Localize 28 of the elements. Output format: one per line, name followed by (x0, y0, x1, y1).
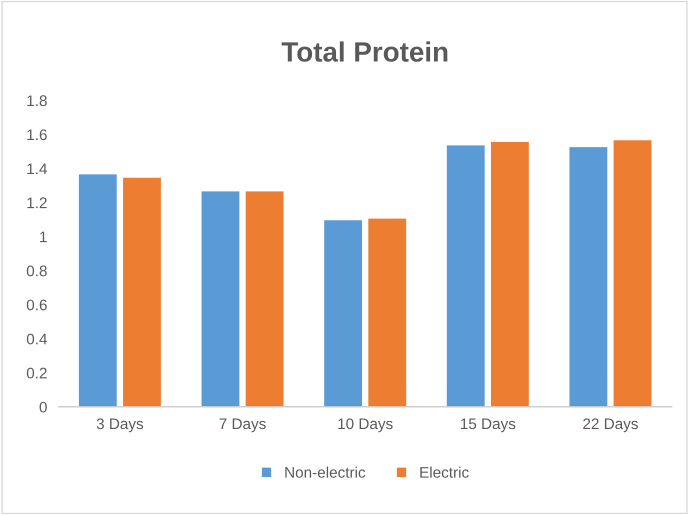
y-tick-label: 1.2 (27, 197, 47, 208)
bar (366, 217, 408, 407)
bar (445, 144, 486, 407)
bar (568, 146, 609, 407)
bar (244, 190, 285, 407)
bar (490, 140, 530, 407)
chart-title: Total Protein (282, 41, 448, 62)
x-tick-label: 15 Days (460, 418, 516, 432)
y-tick-label: 1.6 (27, 129, 47, 140)
y-tick-label: 1.8 (27, 95, 47, 106)
y-tick-label: 1 (40, 232, 47, 242)
bar (77, 172, 118, 407)
legend-label: Non-electric (285, 466, 366, 478)
y-tick-label: 0 (40, 402, 47, 413)
y-tick-label: 0.8 (26, 266, 47, 276)
bar (322, 218, 364, 407)
y-tick-label: 0.6 (26, 300, 47, 310)
x-tick-label: 7 Days (220, 418, 266, 432)
y-tick-label: 0.4 (26, 334, 48, 344)
y-tick-label: 0.2 (26, 368, 47, 378)
x-tick-label: 10 Days (338, 418, 393, 432)
legend-label: Electric (420, 466, 469, 478)
bar (122, 176, 162, 407)
bar (612, 138, 653, 407)
x-tick-label: 3 Days (96, 418, 144, 432)
y-tick-label: 1.4 (27, 164, 48, 174)
x-tick-label: 22 Days (583, 418, 638, 432)
bar (200, 190, 241, 407)
